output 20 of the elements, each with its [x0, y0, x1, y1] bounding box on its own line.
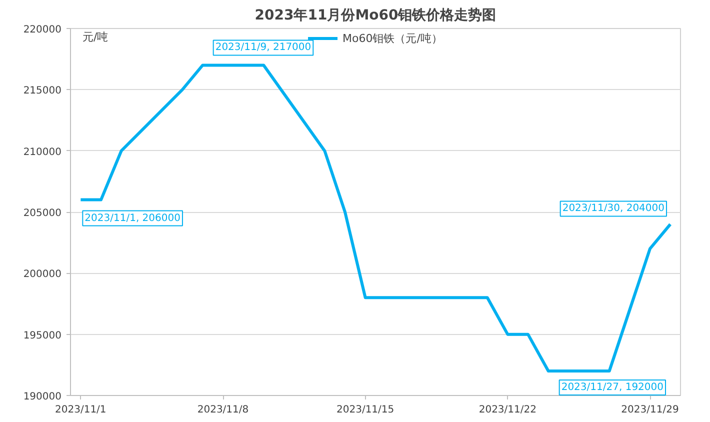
- chart-title: 2023年11月份Mo60钼铁价格走势图: [254, 8, 496, 24]
- annotation: 2023/11/30, 204000: [562, 203, 665, 214]
- y-tick-label: 200000: [23, 269, 62, 280]
- y-tick-label: 210000: [23, 146, 62, 158]
- y-tick-label: 205000: [23, 208, 62, 219]
- x-tick-label: 2023/11/29: [621, 404, 679, 416]
- x-tick-label: 2023/11/1: [55, 404, 106, 416]
- annotation: 2023/11/9, 217000: [215, 42, 312, 54]
- y-tick-label: 190000: [23, 392, 62, 402]
- annotation: 2023/11/1, 206000: [84, 212, 180, 224]
- x-tick-label: 2023/11/8: [197, 404, 249, 416]
- y-axis-title: 元/吨: [82, 30, 108, 44]
- x-tick-label: 2023/11/22: [478, 404, 536, 416]
- x-tick-label: 2023/11/15: [336, 404, 394, 416]
- y-tick-label: 220000: [23, 24, 62, 36]
- legend-label: Mo60钼铁（元/吨）: [342, 30, 442, 46]
- y-tick-label: 215000: [23, 86, 62, 97]
- annotation: 2023/11/27, 192000: [561, 382, 664, 394]
- y-tick-label: 195000: [23, 330, 62, 342]
- line-series: [79, 64, 672, 373]
